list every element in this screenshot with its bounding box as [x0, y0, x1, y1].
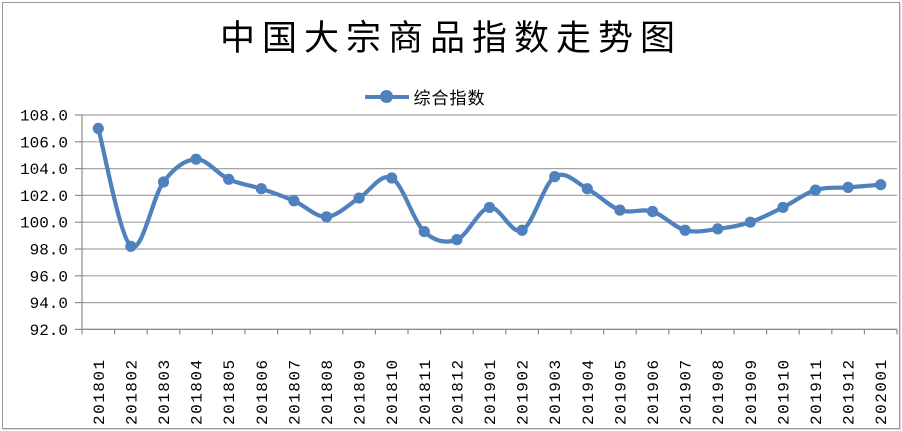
data-point — [809, 184, 822, 196]
y-axis-label: 96.0 — [30, 268, 68, 286]
x-axis-label: 201803 — [156, 358, 174, 425]
data-point — [386, 172, 398, 184]
data-point — [92, 122, 104, 134]
x-axis-label: 201912 — [841, 358, 859, 425]
legend: 综合指数 — [0, 84, 902, 109]
y-axis-label: 108.0 — [20, 108, 68, 126]
series-line — [96, 126, 883, 250]
y-axis-label: 92.0 — [30, 322, 68, 340]
x-axis-label: 201802 — [123, 358, 141, 425]
x-axis-label: 201801 — [91, 358, 109, 425]
x-axis-label: 201904 — [580, 358, 598, 425]
y-axis-label: 94.0 — [30, 295, 68, 313]
data-point — [190, 153, 202, 165]
x-axis-label: 201812 — [449, 358, 467, 425]
data-point — [614, 204, 626, 216]
data-point — [712, 223, 724, 235]
x-axis-label: 201909 — [743, 358, 761, 425]
x-axis-label: 201806 — [254, 358, 272, 425]
data-point — [777, 201, 789, 214]
x-axis-label: 202001 — [873, 358, 891, 425]
data-point — [842, 181, 854, 193]
x-axis-label: 201809 — [352, 358, 370, 425]
legend-line-marker-icon — [364, 90, 409, 103]
data-point — [418, 225, 430, 238]
data-point — [288, 195, 300, 207]
y-axis-label: 102.0 — [20, 188, 68, 206]
data-point — [125, 240, 137, 252]
data-point — [646, 205, 659, 218]
x-axis-label: 201907 — [678, 358, 696, 425]
data-point — [516, 224, 528, 236]
chart-title: 中国大宗商品指数走势图 — [219, 19, 682, 59]
y-axis-label: 98.0 — [30, 242, 68, 260]
data-point — [451, 234, 463, 246]
x-axis-label: 201911 — [808, 358, 826, 425]
data-point — [679, 224, 691, 236]
data-point — [320, 211, 333, 223]
y-axis-label: 106.0 — [20, 134, 68, 152]
data-point — [255, 183, 267, 195]
x-axis-label: 201811 — [417, 358, 435, 425]
x-axis-label: 201910 — [775, 358, 793, 425]
legend-dot-icon — [379, 90, 393, 103]
legend-label: 综合指数 — [413, 89, 486, 109]
x-axis-label: 201902 — [515, 358, 533, 425]
x-axis-label: 201810 — [384, 358, 402, 425]
x-axis-label: 201808 — [319, 358, 337, 425]
y-axis-label: 100.0 — [20, 215, 68, 233]
data-point — [581, 183, 593, 195]
x-axis-label: 201804 — [189, 358, 207, 425]
y-axis-label: 104.0 — [20, 161, 68, 179]
data-point — [483, 201, 496, 214]
x-axis-label: 201901 — [482, 358, 500, 425]
x-axis-label: 201906 — [645, 358, 663, 425]
data-point — [744, 216, 756, 228]
x-axis-label: 201905 — [612, 358, 630, 425]
x-axis-label: 201903 — [547, 358, 565, 425]
data-point — [353, 192, 365, 204]
data-point — [875, 179, 887, 191]
data-point — [223, 173, 235, 185]
data-point — [549, 171, 561, 183]
x-axis-label: 201908 — [710, 358, 728, 425]
x-axis-label: 201807 — [286, 358, 304, 425]
data-point — [157, 176, 170, 188]
x-axis-label: 201805 — [221, 358, 239, 425]
